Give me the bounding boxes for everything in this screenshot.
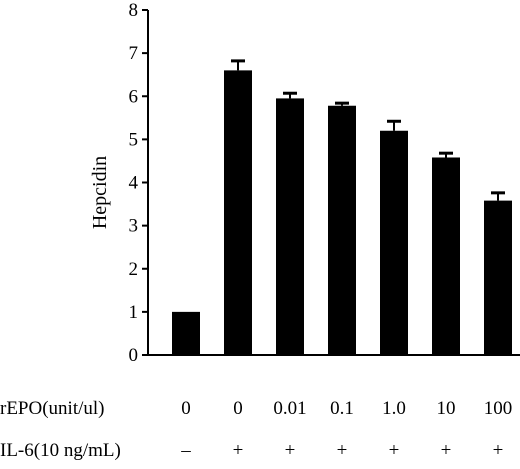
error-bars-group bbox=[231, 59, 505, 201]
bar bbox=[276, 98, 304, 355]
y-tick-label: 6 bbox=[129, 86, 139, 107]
repo-dose-label: 0 bbox=[233, 398, 243, 419]
il6-status-label: + bbox=[389, 440, 400, 461]
y-tick-label: 0 bbox=[129, 345, 139, 366]
il6-status-label: – bbox=[180, 440, 191, 461]
il6-status-label: + bbox=[337, 440, 348, 461]
il6-row-label: IL-6(10 ng/mL) bbox=[0, 440, 121, 461]
y-tick-label: 1 bbox=[129, 302, 139, 323]
repo-row-label: rEPO(unit/ul) bbox=[0, 398, 105, 419]
il6-status-label: + bbox=[493, 440, 504, 461]
y-axis: 0 1 2 3 4 5 6 7 8 bbox=[129, 0, 149, 366]
il6-status-label: + bbox=[285, 440, 296, 461]
bar bbox=[224, 70, 252, 355]
repo-dose-label: 0.01 bbox=[273, 398, 306, 419]
y-tick-label: 5 bbox=[129, 129, 139, 150]
repo-dose-label: 0 bbox=[181, 398, 191, 419]
bar bbox=[172, 311, 200, 355]
y-tick-label: 8 bbox=[129, 0, 139, 21]
x-category-rows: rEPO(unit/ul) 0 0 0.01 0.1 1.0 10 100 IL-6(10 ng… bbox=[0, 398, 512, 461]
il6-status-label: + bbox=[441, 440, 452, 461]
repo-dose-label: 100 bbox=[484, 398, 513, 419]
bar bbox=[328, 105, 356, 355]
bars-group bbox=[172, 70, 512, 355]
repo-dose-label: 0.1 bbox=[330, 398, 354, 419]
y-tick-label: 7 bbox=[129, 43, 139, 64]
y-tick-label: 2 bbox=[129, 259, 139, 280]
bar bbox=[380, 130, 408, 355]
bar bbox=[432, 157, 460, 355]
repo-dose-label: 1.0 bbox=[382, 398, 406, 419]
y-tick-label: 4 bbox=[129, 173, 139, 194]
y-axis-title: Hepcidin bbox=[89, 156, 111, 229]
repo-dose-label: 10 bbox=[437, 398, 456, 419]
y-tick-label: 3 bbox=[129, 216, 139, 237]
il6-status-label: + bbox=[233, 440, 244, 461]
bar bbox=[484, 200, 512, 355]
